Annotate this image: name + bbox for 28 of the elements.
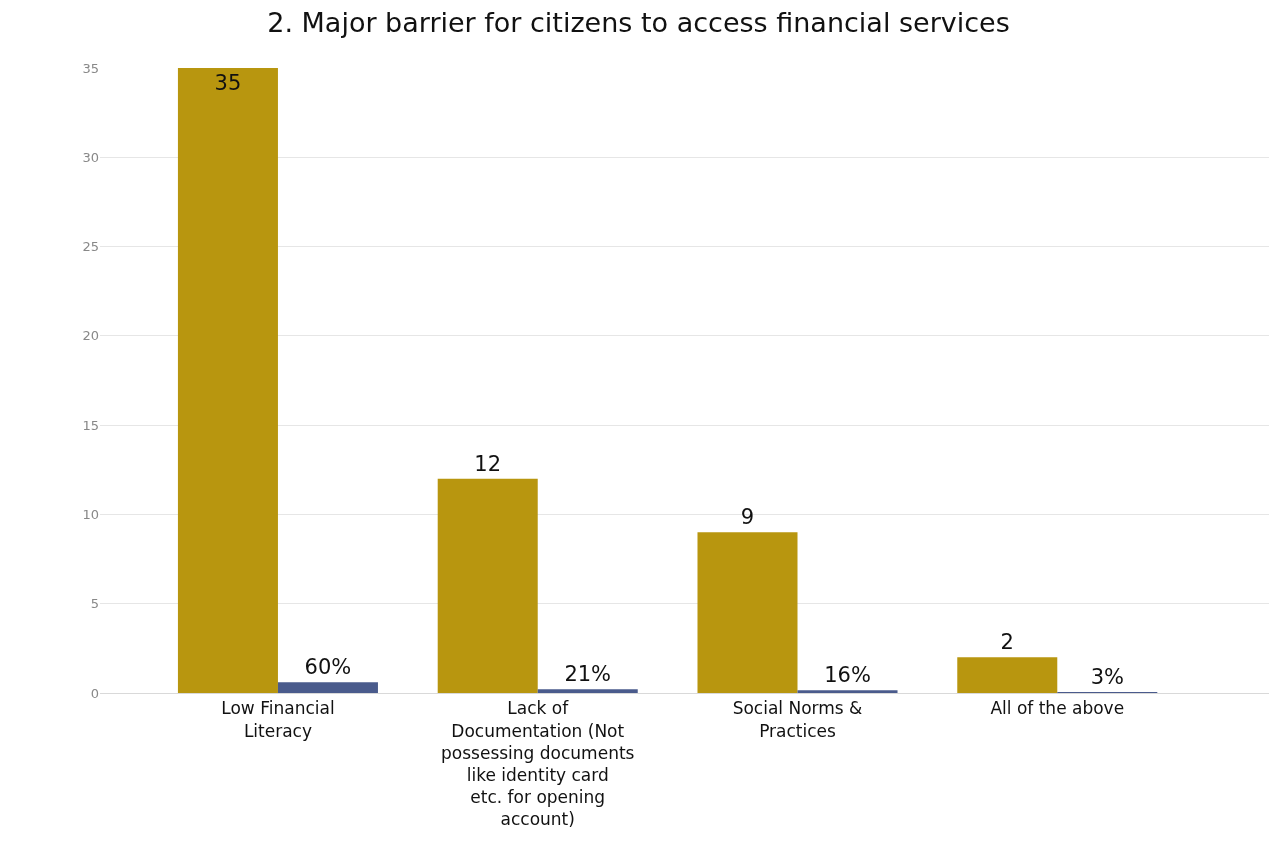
y-tick-label: 5 — [90, 596, 99, 612]
bar — [437, 478, 538, 693]
data-label: 16% — [824, 663, 871, 688]
bar — [177, 68, 278, 693]
data-label: 9 — [740, 505, 755, 530]
bar — [277, 682, 378, 693]
y-tick-label: 15 — [82, 417, 99, 433]
bar — [537, 689, 638, 693]
data-label: 2 — [1000, 630, 1014, 655]
data-label: 35 — [214, 71, 242, 95]
y-tick-label: 10 — [82, 506, 99, 522]
data-label: 12 — [474, 451, 502, 476]
y-tick-label: 25 — [82, 239, 99, 255]
data-label: 60% — [304, 655, 352, 680]
bar — [957, 657, 1058, 693]
y-tick-label: 0 — [90, 685, 99, 701]
data-label: 21% — [564, 662, 612, 687]
chart-title: 2. Major barrier for citizens to access financial services — [267, 6, 1010, 38]
y-tick-label: 20 — [82, 328, 99, 344]
y-tick-label: 30 — [82, 149, 99, 165]
x-tick-label: Social Norms & Practices — [732, 698, 863, 741]
data-label: 3% — [1090, 665, 1124, 689]
x-tick-label: Low Financial Literacy — [221, 698, 335, 741]
bar — [697, 532, 798, 693]
bar — [797, 690, 898, 693]
y-tick-label: 35 — [82, 60, 99, 76]
x-tick-label: All of the above — [990, 698, 1125, 719]
x-tick-label: Lack of Documentation (Not possessing documents like identity card etc. for opening account) — [441, 698, 635, 829]
